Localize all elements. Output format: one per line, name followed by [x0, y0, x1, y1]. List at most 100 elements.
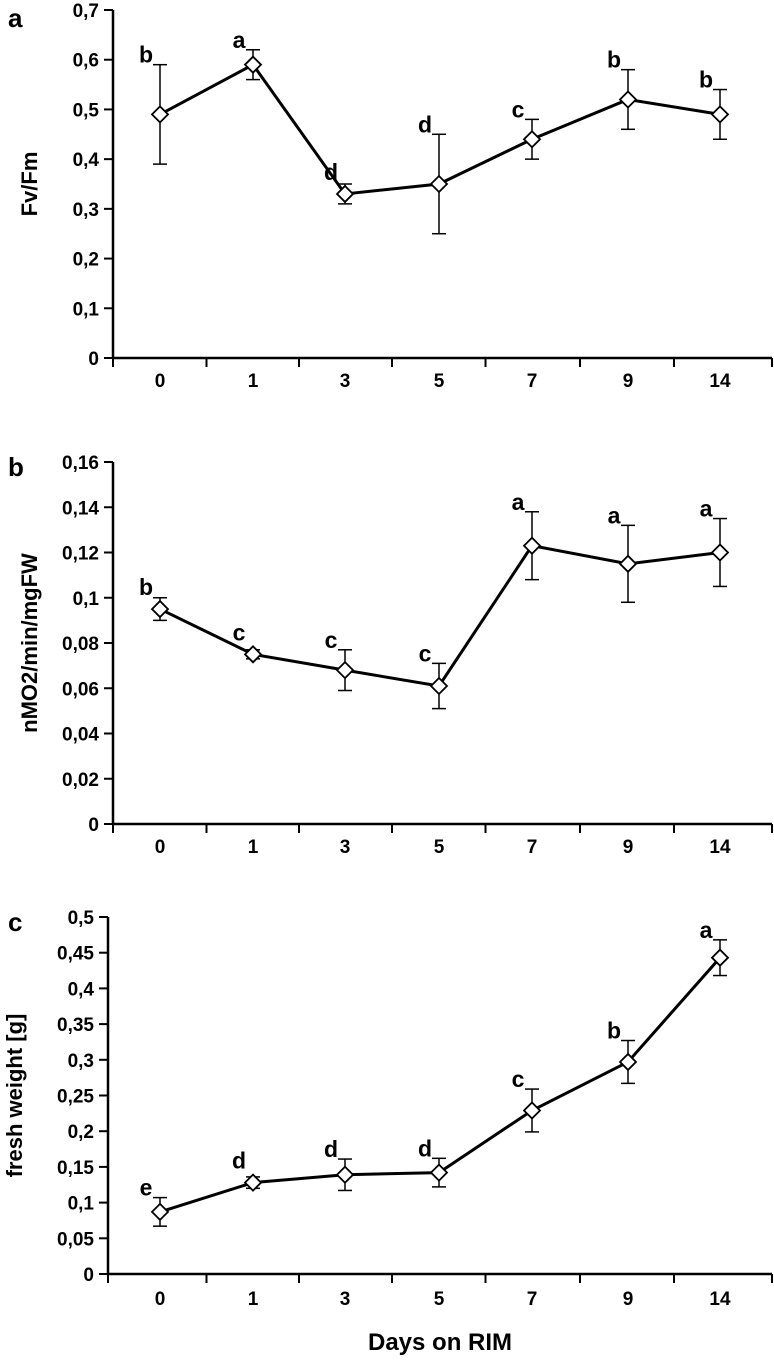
y-tick-label: 0,15 [57, 1158, 94, 1179]
significance-letter: a [608, 502, 621, 528]
significance-letter: a [233, 27, 246, 53]
y-tick-label: 0,4 [68, 979, 95, 1000]
y-tick-label: 0 [88, 349, 99, 370]
data-point-marker [618, 1052, 638, 1072]
x-tick-label: 7 [527, 1289, 538, 1310]
y-tick-label: 0,3 [68, 1051, 94, 1072]
y-tick-label: 0 [88, 815, 99, 836]
y-tick-label: 0,16 [62, 453, 99, 474]
chart-panel-a: a 0 0,1 0,2 0,3 0,4 0,5 0,6 0,7 0 1 3 5 7 9 14 Fv/Fm b a d d… [8, 1, 773, 392]
y-tick-label: 0,05 [57, 1229, 94, 1250]
data-point-marker [522, 536, 542, 555]
x-axis-label: Days on RIM [368, 1329, 512, 1356]
y-tick-label: 0,45 [57, 944, 94, 965]
y-tick-label: 0,25 [57, 1087, 94, 1108]
x-tick-label: 14 [709, 371, 731, 392]
y-tick-label: 0,12 [62, 544, 99, 565]
x-tick-label: 14 [709, 1289, 731, 1310]
y-tick-label: 0,14 [62, 498, 99, 519]
data-point-marker [243, 55, 263, 74]
y-tick-label: 0,02 [62, 770, 99, 791]
x-tick-label: 0 [155, 837, 166, 858]
x-tick-label: 1 [248, 1289, 259, 1310]
x-tick-label: 3 [340, 837, 351, 858]
data-point-marker [618, 90, 638, 109]
significance-letter: a [700, 496, 713, 522]
data-point-marker [150, 105, 170, 124]
y-tick-label: 0,5 [73, 100, 100, 121]
data-point-marker [522, 129, 542, 149]
y-tick-label: 0,2 [68, 1122, 94, 1143]
significance-letter: d [324, 1136, 338, 1162]
x-tick-label: 3 [340, 1289, 351, 1310]
data-point-marker [429, 1163, 449, 1182]
significance-letter: b [139, 574, 153, 600]
y-tick-label: 0,5 [68, 908, 95, 929]
significance-letter: e [140, 1175, 153, 1201]
y-tick-label: 0,2 [73, 250, 99, 271]
chart-panel-c: c 0 0,05 0,1 0,15 0,2 0,25 0,3 0,35 0,4 0,45 0,5 0 1 3… [2, 907, 773, 1356]
data-point-marker [710, 105, 730, 124]
y-tick-label: 0,1 [68, 1194, 95, 1215]
data-point-marker [150, 1202, 170, 1222]
x-tick-label: 9 [623, 837, 634, 858]
x-tick-label: 9 [623, 1289, 634, 1310]
y-tick-label: 0,08 [62, 634, 99, 655]
x-tick-label: 7 [527, 837, 538, 858]
data-point-marker [243, 1173, 263, 1192]
y-tick-label: 0,7 [73, 1, 99, 22]
y-axis-label: fresh weight [g] [2, 1014, 27, 1178]
y-axis-label: Fv/Fm [17, 152, 42, 217]
data-point-marker [710, 543, 730, 562]
significance-letter: b [607, 1018, 621, 1044]
y-axis-label: nMO2/min/mgFW [17, 553, 42, 733]
x-tick-label: 0 [155, 1289, 166, 1310]
significance-letter: c [512, 1066, 525, 1092]
x-tick-label: 1 [248, 837, 259, 858]
data-point-marker [243, 645, 263, 664]
significance-letter: b [139, 42, 153, 68]
panel-label: c [8, 907, 22, 937]
y-tick-label: 0,04 [62, 725, 99, 746]
x-tick-label: 5 [434, 371, 445, 392]
y-tick-label: 0,1 [73, 299, 100, 320]
data-point-marker [335, 1165, 355, 1185]
significance-letter: c [325, 627, 338, 653]
x-tick-label: 5 [434, 837, 445, 858]
data-point-marker [618, 554, 638, 574]
data-point-marker [429, 676, 449, 696]
data-point-marker [429, 174, 449, 194]
significance-letter: b [607, 47, 621, 73]
panel-label: b [8, 452, 24, 482]
y-tick-label: 0 [83, 1265, 94, 1286]
series-line [159, 544, 721, 688]
significance-letter: a [512, 489, 525, 515]
x-tick-label: 0 [155, 371, 166, 392]
y-tick-label: 0,06 [62, 679, 99, 700]
significance-letter: c [419, 640, 432, 666]
series-line [159, 62, 721, 196]
data-point-marker [150, 599, 170, 619]
y-tick-label: 0,4 [73, 150, 100, 171]
panel-label: a [8, 3, 23, 33]
significance-letter: c [512, 96, 525, 122]
x-tick-label: 5 [434, 1289, 445, 1310]
y-tick-label: 0,6 [73, 51, 99, 72]
data-point-marker [522, 1101, 542, 1120]
significance-letter: b [699, 67, 713, 93]
y-tick-label: 0,1 [73, 589, 100, 610]
significance-letter: d [418, 111, 432, 137]
significance-letter: d [418, 1135, 432, 1161]
y-tick-label: 0,3 [73, 200, 99, 221]
significance-letter: c [233, 619, 246, 645]
x-tick-label: 9 [623, 371, 634, 392]
data-point-marker [710, 948, 730, 967]
x-tick-label: 3 [340, 371, 351, 392]
x-tick-label: 14 [709, 837, 731, 858]
x-tick-label: 7 [527, 371, 538, 392]
y-tick-label: 0,35 [57, 1015, 94, 1036]
data-point-marker [335, 660, 355, 680]
chart-panel-b: b 0 0,02 0,04 0,06 0,08 0,1 0,12 0,14 0,16 0 1 3 5 7 9 1… [8, 452, 773, 858]
significance-letter: d [232, 1148, 246, 1174]
